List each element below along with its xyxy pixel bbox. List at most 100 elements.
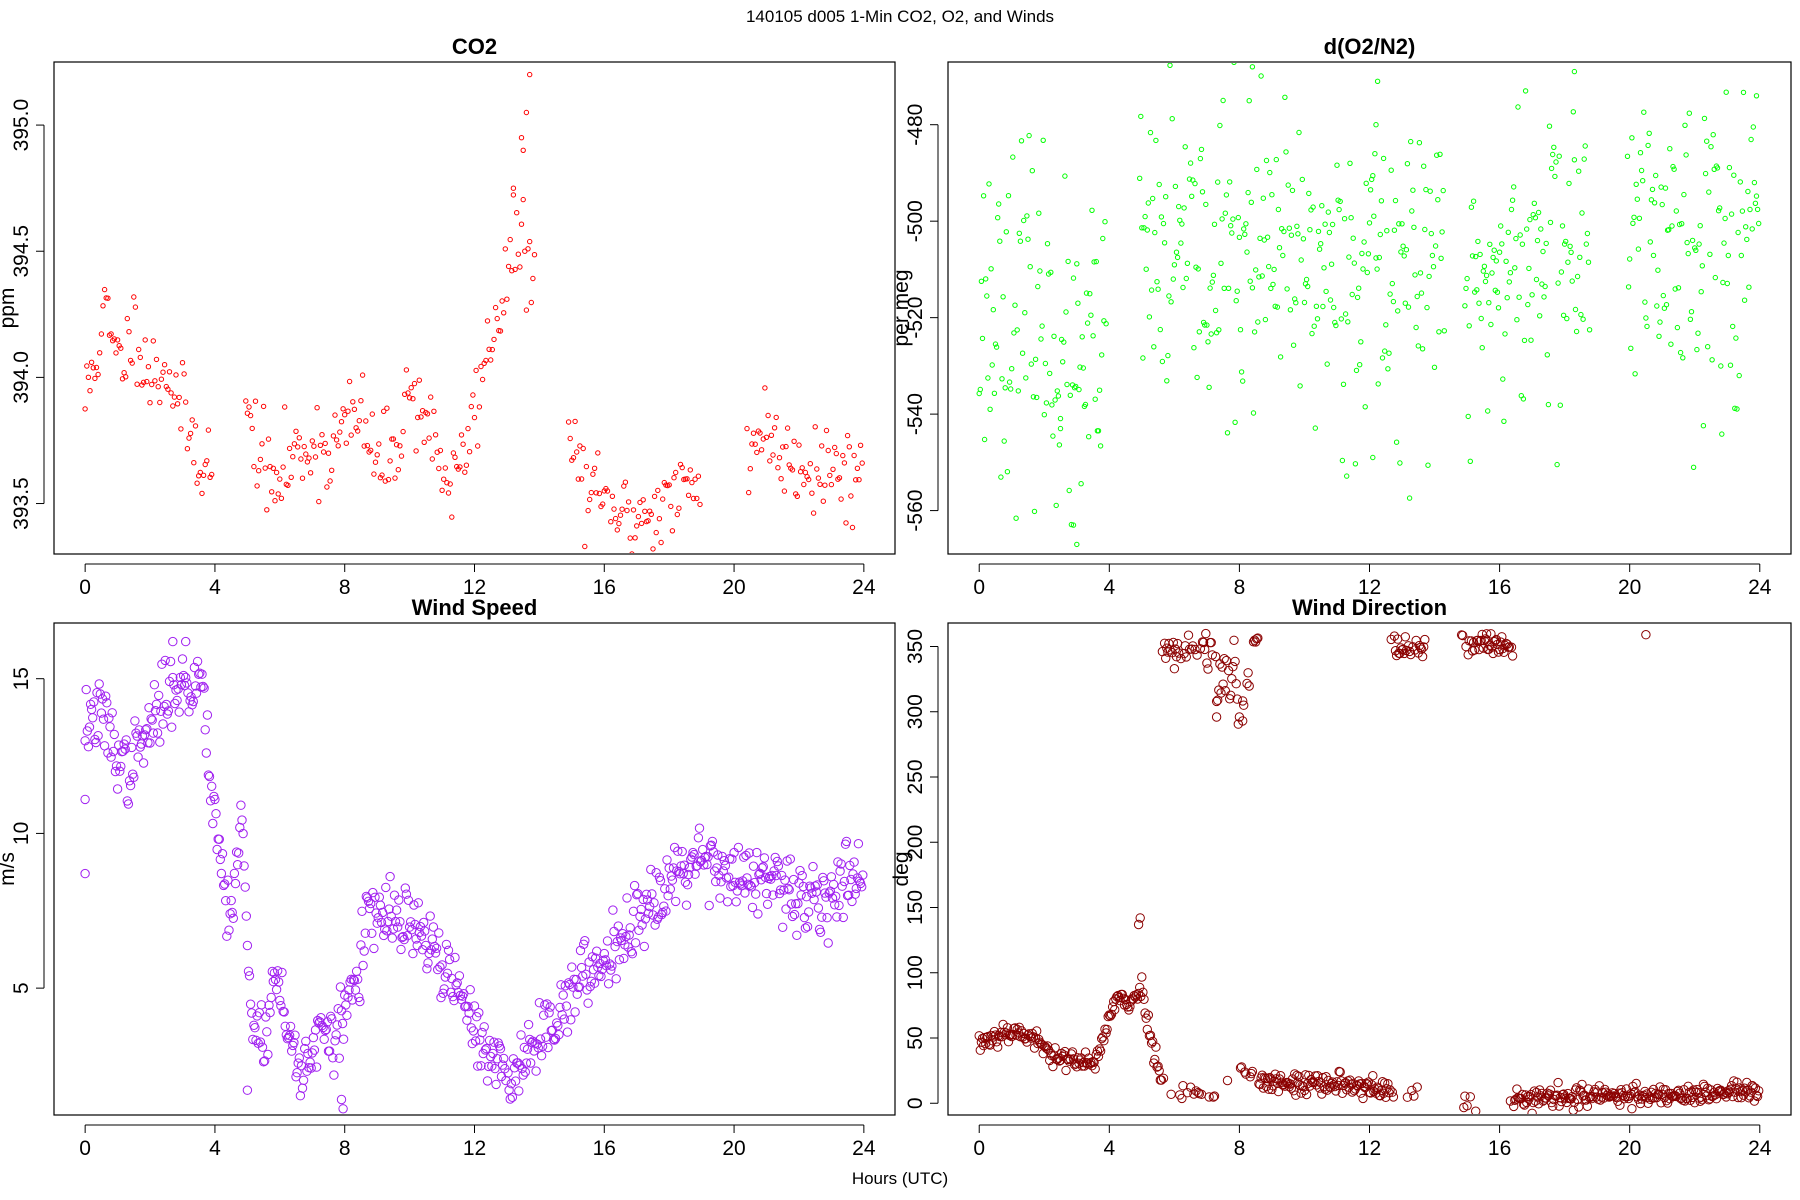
wind-speed-data-point [423, 958, 433, 968]
wind-speed-data-point [241, 911, 252, 921]
wind-speed-x-tick-label: 24 [852, 1137, 876, 1160]
o2-data-point [1052, 397, 1058, 403]
co2-data-point [674, 511, 680, 518]
wind-speed-data-point [94, 679, 104, 689]
o2-data-point [1236, 234, 1243, 241]
wind-speed-data-point [110, 766, 121, 777]
co2-data-point [320, 449, 327, 455]
o2-data-point [1680, 355, 1686, 361]
o2-data-point [1667, 146, 1673, 152]
wind-direction-data-point [1075, 1055, 1085, 1065]
co2-data-point [166, 369, 173, 375]
wind-speed-data-point [609, 926, 619, 937]
co2-data-point [587, 496, 593, 503]
wind-speed-data-point [204, 771, 215, 782]
wind-speed-data-point [222, 931, 232, 941]
wind-speed-data-point [735, 879, 746, 889]
co2-data-point [784, 425, 791, 431]
wind-speed-data-point [443, 945, 454, 955]
co2-data-point [851, 452, 857, 459]
wind-direction-data-point [1010, 1023, 1020, 1033]
co2-data-point [570, 455, 577, 461]
co2-data-point [145, 364, 152, 370]
wind-speed-data-point [857, 882, 867, 892]
wind-direction-data-point [1301, 1089, 1312, 1100]
wind-speed-data-point [629, 880, 640, 891]
wind-speed-data-point [659, 901, 669, 911]
wind-speed-data-point [271, 984, 282, 995]
wind-speed-data-point [228, 913, 239, 923]
co2-x-tick-label: 8 [339, 576, 351, 599]
wind-speed-data-point [191, 688, 202, 698]
o2-data-point [1070, 522, 1077, 528]
wind-direction-data-point [1140, 1008, 1150, 1018]
wind-speed-points [80, 636, 868, 1114]
wind-speed-data-point [371, 908, 381, 918]
o2-data-point [1283, 149, 1289, 155]
o2-data-point [1194, 374, 1200, 381]
wind-speed-data-point [636, 904, 646, 915]
wind-direction-data-point [1458, 630, 1468, 641]
co2-data-point [346, 378, 353, 385]
wind-speed-data-point [167, 722, 177, 732]
wind-direction-data-point [1182, 1088, 1193, 1098]
o2-data-point [1276, 245, 1283, 251]
o2-data-point [1405, 304, 1412, 310]
o2-data-point [1717, 205, 1723, 211]
o2-data-point [1245, 189, 1251, 196]
co2-data-point [616, 520, 622, 527]
wind-direction-data-point [1497, 632, 1507, 642]
o2-y-tick-label: -480 [904, 104, 927, 146]
wind-speed-data-point [234, 848, 244, 858]
wind-direction-data-point [1561, 1094, 1571, 1104]
wind-direction-data-point [1166, 1089, 1176, 1100]
o2-data-point [1270, 281, 1276, 288]
wind-direction-data-point [1107, 1002, 1118, 1012]
wind-speed-data-point [731, 897, 741, 907]
o2-data-point [1037, 268, 1043, 274]
o2-data-point [1499, 241, 1505, 247]
o2-data-point [981, 436, 988, 443]
wind-speed-data-point [462, 1015, 472, 1025]
wind-speed-data-point [643, 908, 654, 918]
wind-direction-data-point [1153, 1061, 1163, 1072]
wind-speed-data-point [242, 940, 253, 951]
o2-data-point [1001, 438, 1007, 444]
o2-data-point [1249, 285, 1256, 291]
wind-speed-data-point [486, 1051, 496, 1062]
co2-data-point [168, 390, 174, 396]
o2-data-point [1538, 226, 1544, 232]
wind-speed-data-point [798, 881, 808, 892]
wind-direction-data-point [1751, 1090, 1762, 1101]
wind-speed-data-point [80, 868, 90, 879]
o2-data-point [1696, 241, 1702, 247]
o2-data-point [1219, 216, 1225, 222]
co2-data-point [780, 444, 786, 450]
wind-direction-data-point [1203, 664, 1213, 674]
o2-data-point [1089, 207, 1095, 214]
co2-points [82, 71, 865, 553]
wind-direction-data-point [1067, 1047, 1078, 1057]
o2-data-point [1313, 303, 1320, 309]
wind-speed-data-point [112, 784, 123, 794]
co2-data-point [629, 551, 635, 553]
wind-speed-data-point [751, 889, 761, 899]
co2-x-tick-label: 16 [593, 576, 616, 599]
wind-direction-y-tick-label: 350 [904, 629, 927, 664]
wind-direction-data-point [1139, 994, 1149, 1004]
wind-direction-data-point [1141, 1013, 1151, 1023]
o2-data-point [1087, 291, 1093, 297]
wind-speed-data-point [688, 847, 698, 858]
o2-points [976, 63, 1762, 548]
co2-data-point [750, 430, 757, 436]
o2-data-point [1170, 276, 1177, 282]
o2-data-point [1544, 352, 1551, 358]
o2-data-point [1687, 316, 1694, 322]
co2-data-point [191, 460, 197, 466]
o2-data-point [1574, 273, 1581, 280]
wind-speed-data-point [147, 715, 157, 725]
co2-data-point [173, 372, 179, 378]
o2-data-point [1156, 181, 1162, 188]
o2-data-point [1057, 415, 1064, 422]
wind-direction-data-point [1291, 1090, 1301, 1100]
